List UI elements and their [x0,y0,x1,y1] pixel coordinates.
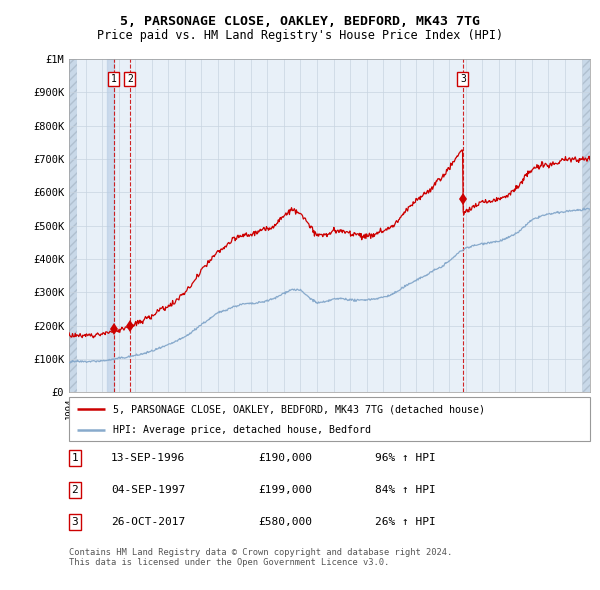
Text: 26% ↑ HPI: 26% ↑ HPI [375,517,436,527]
Bar [107,59,114,392]
Bar [581,59,590,392]
Text: HPI: Average price, detached house, Bedford: HPI: Average price, detached house, Bedf… [113,425,371,435]
Text: 3: 3 [71,517,79,527]
Text: 1: 1 [71,453,79,463]
Text: 5, PARSONAGE CLOSE, OAKLEY, BEDFORD, MK43 7TG: 5, PARSONAGE CLOSE, OAKLEY, BEDFORD, MK4… [120,15,480,28]
Text: 2: 2 [127,74,133,84]
Text: 2: 2 [71,485,79,495]
Text: 1: 1 [111,74,117,84]
Text: 26-OCT-2017: 26-OCT-2017 [111,517,185,527]
Text: 3: 3 [460,74,466,84]
Text: 84% ↑ HPI: 84% ↑ HPI [375,485,436,495]
Text: 5, PARSONAGE CLOSE, OAKLEY, BEDFORD, MK43 7TG (detached house): 5, PARSONAGE CLOSE, OAKLEY, BEDFORD, MK4… [113,404,485,414]
Text: £190,000: £190,000 [258,453,312,463]
Text: £580,000: £580,000 [258,517,312,527]
Text: 04-SEP-1997: 04-SEP-1997 [111,485,185,495]
Text: Contains HM Land Registry data © Crown copyright and database right 2024.
This d: Contains HM Land Registry data © Crown c… [69,548,452,567]
Text: £199,000: £199,000 [258,485,312,495]
Text: Price paid vs. HM Land Registry's House Price Index (HPI): Price paid vs. HM Land Registry's House … [97,29,503,42]
Bar [69,59,77,392]
Text: 96% ↑ HPI: 96% ↑ HPI [375,453,436,463]
Text: 13-SEP-1996: 13-SEP-1996 [111,453,185,463]
